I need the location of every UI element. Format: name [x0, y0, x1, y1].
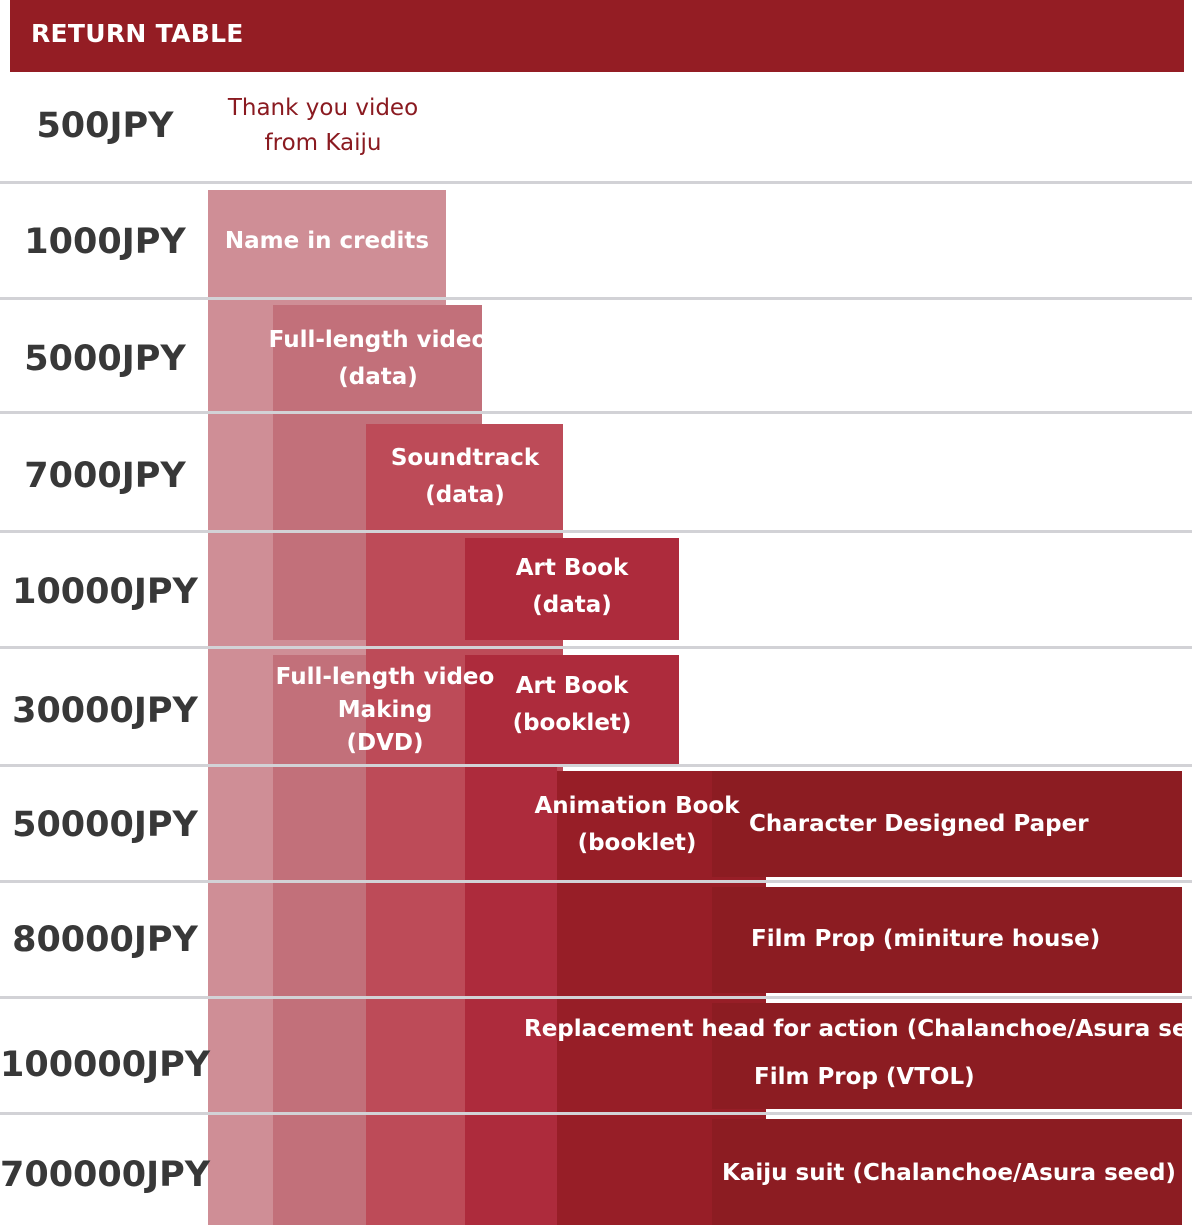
reward-label: Film Prop (VTOL): [754, 1063, 975, 1090]
reward-label: Full-length video (data): [268, 327, 488, 390]
tier-label: 5000JPY: [24, 339, 186, 379]
column-kaiju-suit: [712, 1119, 1182, 1225]
reward-label: Animation Book (booklet): [534, 793, 740, 856]
reward-label: Art Book (booklet): [512, 673, 632, 736]
reward-label: Thank you video from Kaiju: [227, 95, 419, 156]
column-film-prop-vtol: [712, 1003, 1182, 1109]
tier-label: 100000JPY: [0, 1045, 211, 1085]
row-separator: [0, 1112, 1192, 1115]
reward-label: Soundtrack (data): [390, 445, 540, 508]
column-artbook-data: [465, 538, 679, 640]
tier-label: 1000JPY: [24, 222, 186, 262]
tier-label: 700000JPY: [0, 1155, 211, 1195]
reward-label: Name in credits: [224, 227, 430, 254]
row-separator: [0, 880, 1192, 883]
reward-label: Art Book (data): [515, 555, 629, 618]
tier-label: 7000JPY: [24, 456, 186, 496]
column-artbook-cont: [465, 766, 557, 1225]
tier-label: 80000JPY: [12, 920, 198, 960]
column-character-paper: [712, 771, 1182, 877]
row-separator: [0, 646, 1192, 649]
header-title: RETURN TABLE: [31, 19, 244, 48]
reward-label: Replacement head for action (Chalanchoe/…: [524, 1015, 1200, 1042]
return-table-header: RETURN TABLE: [10, 0, 1184, 72]
reward-label: Full-length video Making (DVD): [275, 663, 495, 756]
row-separator: [0, 996, 1192, 999]
tier-label: 10000JPY: [12, 572, 198, 612]
reward-label: Kaiju suit (Chalanchoe/Asura seed): [722, 1159, 1176, 1186]
column-film-prop-house: [712, 887, 1182, 993]
row-separator: [0, 530, 1192, 533]
tier-label: 30000JPY: [12, 691, 198, 731]
reward-label: Character Designed Paper: [749, 810, 1089, 837]
row-separator: [0, 411, 1192, 414]
column-full-video-dvd: [273, 655, 366, 1225]
row-separator: [0, 297, 1192, 300]
reward-label: Film Prop (miniture house): [751, 925, 1101, 952]
row-separator: [0, 181, 1192, 184]
column-artbook-booklet: [465, 655, 679, 766]
tier-label: 500JPY: [36, 106, 174, 146]
row-separator: [0, 764, 1192, 767]
tier-label: 50000JPY: [12, 805, 198, 845]
